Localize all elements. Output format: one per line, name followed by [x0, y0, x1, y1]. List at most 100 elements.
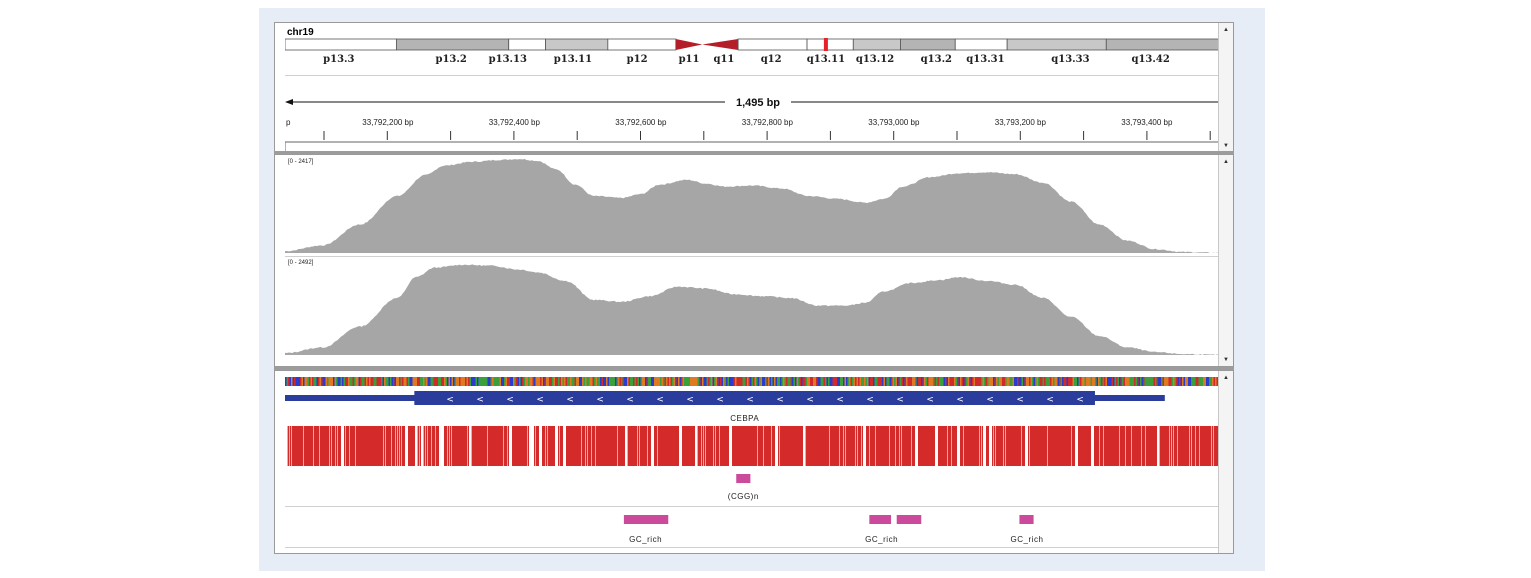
band-label: p11 — [679, 54, 700, 65]
annotation-panel: < < < < < < < < < < < < < < < < < < < < < < CEBPA (CGG)n GC_ri… — [274, 370, 1234, 554]
strand-arrow: < — [686, 395, 694, 405]
ideogram-divider — [285, 75, 1219, 76]
band-label: p13.3 — [323, 54, 354, 65]
repeat-feature — [1019, 515, 1034, 524]
strand-arrow: < — [776, 395, 784, 405]
coverage-scrollbar[interactable]: ▲ ▼ — [1218, 155, 1233, 366]
strand-arrow: < — [476, 395, 484, 405]
strand-arrow: < — [506, 395, 514, 405]
strand-arrow: < — [1016, 395, 1024, 405]
strand-arrow: < — [566, 395, 574, 405]
scroll-up-icon[interactable]: ▲ — [1223, 375, 1229, 381]
coverage-area — [285, 264, 1221, 355]
repeat-label: GC_rich — [629, 535, 662, 544]
strand-arrow: < — [866, 395, 874, 405]
chromosome-label: chr19 — [287, 27, 314, 38]
band-q13.12 — [852, 38, 901, 51]
ideogram-ruler-panel: chr19 p13.3 p13.2 p13.13 p13.11 p12 p11 q11 q12… — [274, 22, 1234, 153]
conservation-track[interactable] — [285, 425, 1231, 467]
strand-arrow: < — [626, 395, 634, 405]
repeat-label: GC_rich — [1011, 535, 1044, 544]
coverage-panel: [0 - 2417] [0 - 2492] ▲ ▼ — [274, 154, 1234, 367]
band-label: p12 — [627, 54, 648, 65]
band-q13.2 — [900, 38, 956, 51]
strand-arrow: < — [536, 395, 544, 405]
band-q11 — [702, 39, 739, 50]
repeat-track-row-2[interactable]: GC_rich GC_rich GC_rich — [285, 509, 1231, 549]
band-q12 — [737, 38, 808, 51]
strand-arrow: < — [1076, 395, 1084, 405]
band-label: q13.12 — [856, 54, 894, 65]
coverage-track-1[interactable] — [285, 155, 1221, 255]
ruler-tick-label: 33,792,400 bp — [489, 118, 541, 127]
panel-divider[interactable] — [274, 367, 1234, 370]
strand-arrow: < — [806, 395, 814, 405]
band-q13.42 — [1105, 38, 1230, 51]
ideogram-scrollbar[interactable]: ▲ ▼ — [1218, 23, 1233, 152]
band-q13.11 — [806, 38, 854, 51]
chromosome-ideogram[interactable]: p13.3 p13.2 p13.13 p13.11 p12 p11 q11 q12 q13.11… — [285, 38, 1231, 88]
strand-arrow: < — [926, 395, 934, 405]
ruler-tick-label: 33,792,600 bp — [615, 118, 667, 127]
repeat-label: GC_rich — [865, 535, 898, 544]
ruler-tick-label: 33,793,200 bp — [995, 118, 1047, 127]
band-label: q11 — [713, 54, 734, 65]
strand-arrow: < — [656, 395, 664, 405]
strand-arrow: < — [836, 395, 844, 405]
ruler-tick-label: 33,792,800 bp — [742, 118, 794, 127]
gene-name: CEBPA — [730, 414, 759, 423]
ruler[interactable]: 1,495 bp p 33,792,200 bp 33,792,400 bp 33,79… — [285, 85, 1231, 153]
band-q13.33 — [1006, 38, 1107, 51]
sequence-track[interactable] — [285, 375, 1231, 387]
repeat-feature — [896, 515, 922, 524]
band-label: q13.33 — [1051, 54, 1089, 65]
band-p11 — [675, 39, 703, 50]
strand-arrow: < — [1046, 395, 1054, 405]
band-q13.31 — [954, 38, 1008, 51]
ruler-start-label: p — [286, 118, 291, 127]
band-p13.13 — [508, 38, 546, 51]
ruler-tick-label: 33,793,400 bp — [1121, 118, 1173, 127]
strand-arrow: < — [896, 395, 904, 405]
band-label: q13.31 — [966, 54, 1004, 65]
strand-arrow: < — [956, 395, 964, 405]
band-label: q13.2 — [921, 54, 952, 65]
band-label: q12 — [761, 54, 782, 65]
repeat-feature — [623, 515, 669, 524]
band-label: p13.2 — [435, 54, 466, 65]
band-label: q13.42 — [1131, 54, 1169, 65]
scroll-up-icon[interactable]: ▲ — [1223, 27, 1229, 33]
repeat-track-row-1[interactable]: (CGG)n — [285, 469, 1231, 505]
gene-exon — [414, 391, 1095, 405]
ruler-tick-label: 33,793,000 bp — [868, 118, 920, 127]
ruler-arrow-left — [285, 99, 293, 105]
band-label: p13.11 — [554, 54, 592, 65]
track-divider — [285, 506, 1219, 507]
band-p13.11 — [545, 38, 609, 51]
scroll-down-icon[interactable]: ▼ — [1223, 143, 1229, 149]
band-label: q13.11 — [807, 54, 845, 65]
track-divider — [285, 256, 1219, 257]
strand-arrow: < — [716, 395, 724, 405]
strand-arrow: < — [596, 395, 604, 405]
annotation-scrollbar[interactable]: ▲ — [1218, 371, 1233, 553]
repeat-label: (CGG)n — [728, 492, 759, 501]
current-locus-marker — [823, 38, 828, 51]
strand-arrow: < — [746, 395, 754, 405]
panel-divider[interactable] — [274, 151, 1234, 154]
repeat-feature — [736, 474, 751, 483]
coverage-range-label-1: [0 - 2417] — [288, 159, 314, 165]
ruler-span-label: 1,495 bp — [736, 97, 780, 109]
scroll-down-icon[interactable]: ▼ — [1223, 357, 1229, 363]
band-p13.3 — [285, 38, 397, 51]
strand-arrow: < — [446, 395, 454, 405]
scroll-up-icon[interactable]: ▲ — [1223, 159, 1229, 165]
gene-track[interactable]: < < < < < < < < < < < < < < < < < < < < < < CEBPA — [285, 389, 1231, 435]
sequence-bases — [285, 377, 1231, 386]
coverage-range-label-2: [0 - 2492] — [288, 260, 314, 266]
band-label: p13.13 — [489, 54, 527, 65]
coverage-area — [285, 159, 1221, 253]
conservation-gaps — [285, 426, 1214, 466]
coverage-track-2[interactable] — [285, 257, 1221, 357]
ruler-tick-label: 33,792,200 bp — [362, 118, 414, 127]
